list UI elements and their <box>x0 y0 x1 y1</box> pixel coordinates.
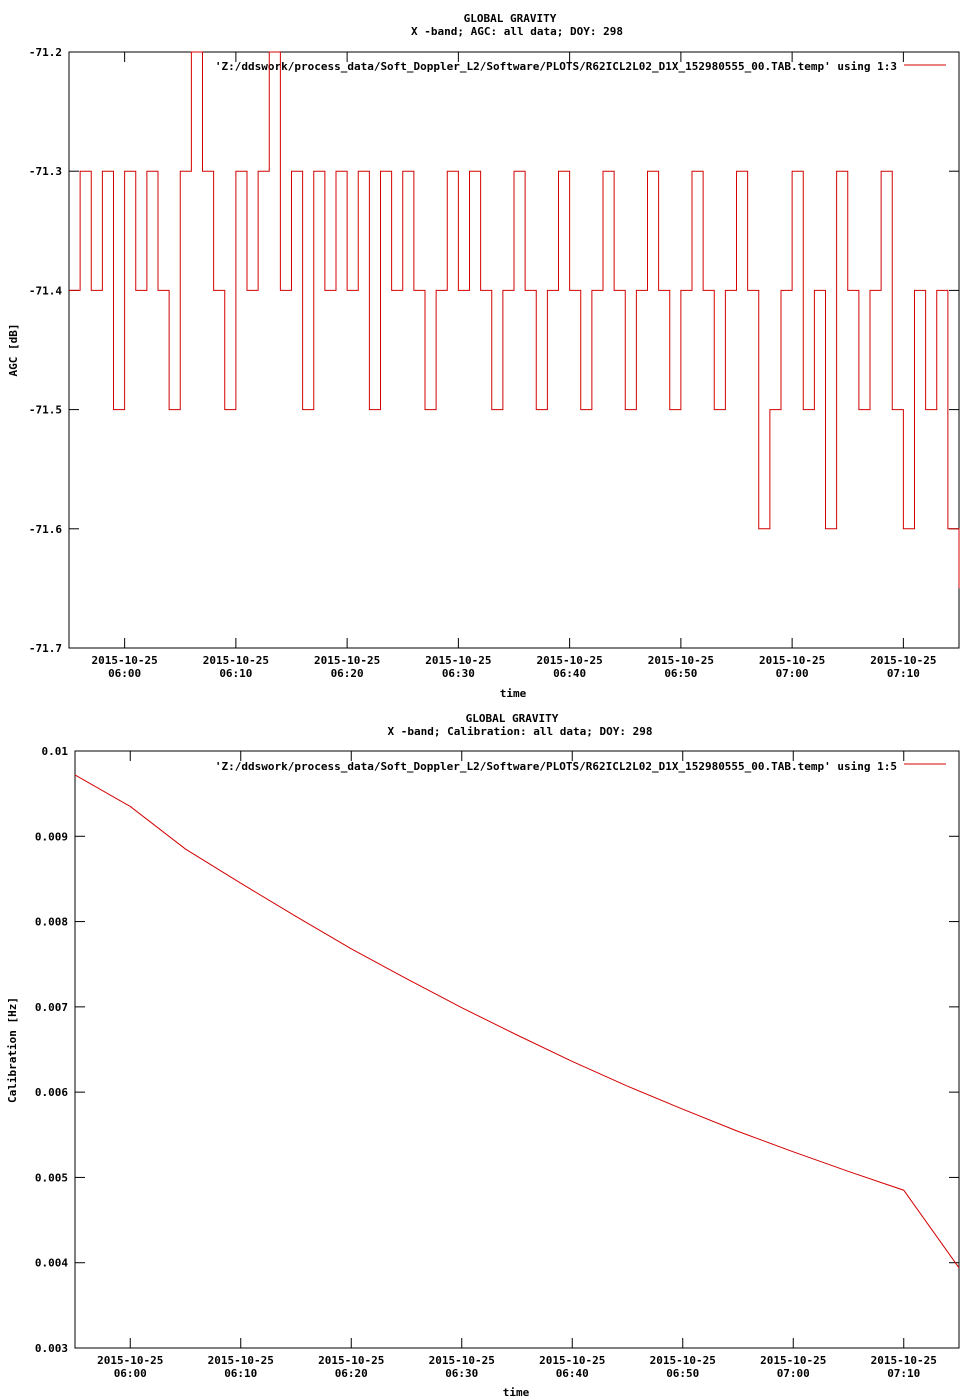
calibration-y-tick-label: 0.007 <box>35 1001 68 1014</box>
calibration-x-tick-date: 2015-10-25 <box>429 1354 495 1367</box>
agc-y-axis-label: AGC [dB] <box>7 324 20 377</box>
calibration-chart-title: GLOBAL GRAVITY <box>466 712 559 725</box>
agc-x-tick-time: 06:50 <box>664 667 697 680</box>
calibration-x-tick-date: 2015-10-25 <box>539 1354 605 1367</box>
agc-x-tick-time: 06:10 <box>219 667 252 680</box>
calibration-x-tick-time: 06:40 <box>556 1367 589 1380</box>
agc-x-tick-time: 06:00 <box>108 667 141 680</box>
calibration-x-tick-date: 2015-10-25 <box>650 1354 716 1367</box>
agc-x-tick-time: 07:00 <box>776 667 809 680</box>
calibration-x-tick-date: 2015-10-25 <box>871 1354 937 1367</box>
calibration-x-tick-time: 06:50 <box>666 1367 699 1380</box>
agc-chart-subtitle: X -band; AGC: all data; DOY: 298 <box>411 25 623 38</box>
agc-x-tick-date: 2015-10-25 <box>870 654 936 667</box>
calibration-series-line <box>74 774 960 1269</box>
agc-chart: GLOBAL GRAVITY X -band; AGC: all data; D… <box>7 12 960 700</box>
agc-x-tick-time: 07:10 <box>887 667 920 680</box>
calibration-y-tick-label: 0.009 <box>35 830 68 843</box>
agc-x-tick-date: 2015-10-25 <box>537 654 603 667</box>
agc-series-line <box>69 51 960 589</box>
agc-x-tick-date: 2015-10-25 <box>648 654 714 667</box>
calibration-x-tick-time: 06:10 <box>224 1367 257 1380</box>
agc-x-tick-date: 2015-10-25 <box>759 654 825 667</box>
agc-y-tick-label: -71.6 <box>29 523 62 536</box>
agc-chart-title: GLOBAL GRAVITY <box>464 12 557 25</box>
calibration-x-tick-time: 06:30 <box>445 1367 478 1380</box>
calibration-y-tick-label: 0.01 <box>42 745 69 758</box>
agc-plot-frame <box>68 51 960 649</box>
agc-y-axis: -71.2 -71.3 -71.4 -71.5 -71.6 -71.7 <box>29 46 959 655</box>
calibration-x-tick-time: 07:10 <box>887 1367 920 1380</box>
calibration-y-tick-label: 0.004 <box>35 1257 68 1270</box>
calibration-x-axis-label: time <box>503 1386 530 1399</box>
calibration-x-tick-time: 06:00 <box>114 1367 147 1380</box>
agc-y-tick-label: -71.5 <box>29 404 62 417</box>
calibration-y-axis-label: Calibration [Hz] <box>6 997 19 1103</box>
calibration-x-tick-time: 06:20 <box>335 1367 368 1380</box>
agc-x-tick-date: 2015-10-25 <box>203 654 269 667</box>
agc-y-tick-label: -71.3 <box>29 165 62 178</box>
calibration-y-axis: 0.01 0.009 0.008 0.007 0.006 0.005 0.004 0.003 <box>35 745 959 1355</box>
calibration-legend-label: 'Z:/ddswork/process_data/Soft_Doppler_L2… <box>215 760 897 773</box>
calibration-x-tick-date: 2015-10-25 <box>760 1354 826 1367</box>
calibration-chart-subtitle: X -band; Calibration: all data; DOY: 298 <box>388 725 653 738</box>
agc-x-axis: 2015-10-2506:002015-10-2506:102015-10-25… <box>92 52 936 680</box>
calibration-plot-frame <box>74 750 960 1349</box>
agc-x-tick-time: 06:40 <box>553 667 586 680</box>
calibration-y-tick-label: 0.008 <box>35 916 68 929</box>
calibration-y-tick-label: 0.003 <box>35 1342 68 1355</box>
agc-x-tick-date: 2015-10-25 <box>425 654 491 667</box>
calibration-x-axis: 2015-10-2506:002015-10-2506:102015-10-25… <box>97 751 937 1380</box>
agc-x-tick-date: 2015-10-25 <box>314 654 380 667</box>
agc-y-tick-label: -71.4 <box>29 284 62 297</box>
calibration-x-tick-time: 07:00 <box>777 1367 810 1380</box>
agc-y-tick-label: -71.7 <box>29 642 62 655</box>
calibration-chart: GLOBAL GRAVITY X -band; Calibration: all… <box>6 712 960 1399</box>
agc-y-tick-label: -71.2 <box>29 46 62 59</box>
agc-x-tick-time: 06:20 <box>331 667 364 680</box>
agc-x-axis-label: time <box>500 687 527 700</box>
calibration-x-tick-date: 2015-10-25 <box>318 1354 384 1367</box>
calibration-y-tick-label: 0.005 <box>35 1171 68 1184</box>
agc-legend-label: 'Z:/ddswork/process_data/Soft_Doppler_L2… <box>215 60 897 73</box>
calibration-x-tick-date: 2015-10-25 <box>97 1354 163 1367</box>
agc-x-tick-time: 06:30 <box>442 667 475 680</box>
agc-x-tick-date: 2015-10-25 <box>92 654 158 667</box>
calibration-x-tick-date: 2015-10-25 <box>208 1354 274 1367</box>
calibration-y-tick-label: 0.006 <box>35 1086 68 1099</box>
